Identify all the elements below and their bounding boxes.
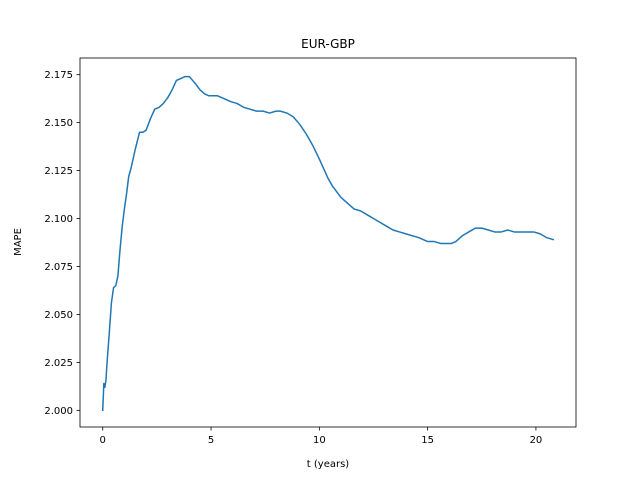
chart-title: EUR-GBP — [301, 37, 355, 51]
y-axis: 2.000 2.025 2.050 2.075 2.100 2.125 2.150 2.175 — [44, 70, 80, 417]
x-tick-label: 20 — [530, 435, 543, 446]
x-tick-label: 5 — [208, 435, 214, 446]
x-tick-label: 0 — [100, 435, 106, 446]
y-tick-label: 2.050 — [44, 310, 73, 321]
x-axis: 0 5 10 15 20 — [100, 427, 543, 446]
y-tick-label: 2.150 — [44, 118, 73, 129]
y-tick-label: 2.025 — [44, 358, 73, 369]
x-axis-label: t (years) — [307, 459, 350, 470]
x-tick-label: 10 — [313, 435, 326, 446]
y-tick-label: 2.175 — [44, 70, 73, 81]
plot-area — [80, 58, 576, 427]
plot-frame — [79, 57, 577, 428]
y-tick-label: 2.000 — [44, 406, 73, 417]
y-tick-label: 2.075 — [44, 262, 73, 273]
series-line — [101, 75, 555, 412]
y-axis-label: MAPE — [13, 228, 24, 256]
y-tick-label: 2.125 — [44, 166, 73, 177]
x-tick-label: 15 — [421, 435, 434, 446]
y-tick-label: 2.100 — [44, 214, 73, 225]
